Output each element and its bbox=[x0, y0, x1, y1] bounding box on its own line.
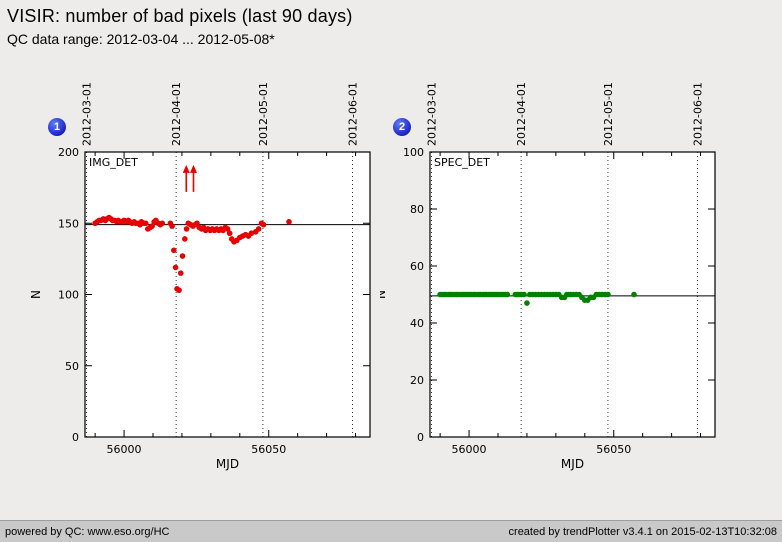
svg-text:2012-03-01: 2012-03-01 bbox=[425, 82, 438, 146]
svg-text:SPEC_DET: SPEC_DET bbox=[434, 156, 490, 169]
svg-text:60: 60 bbox=[410, 260, 424, 273]
svg-text:100: 100 bbox=[403, 146, 424, 159]
svg-text:2012-06-01: 2012-06-01 bbox=[692, 82, 705, 146]
footer-created-by: created by trendPlotter v3.4.1 on 2015-0… bbox=[508, 525, 777, 538]
svg-text:80: 80 bbox=[410, 203, 424, 216]
report-header: VISIR: number of bad pixels (last 90 day… bbox=[7, 6, 353, 47]
svg-text:N: N bbox=[29, 290, 43, 299]
qc-data-range: QC data range: 2012-03-04 ... 2012-05-08… bbox=[7, 31, 275, 47]
svg-text:IMG_DET: IMG_DET bbox=[89, 156, 138, 169]
svg-text:2012-04-01: 2012-04-01 bbox=[515, 82, 528, 146]
svg-text:2012-05-01: 2012-05-01 bbox=[602, 82, 615, 146]
svg-text:150: 150 bbox=[58, 217, 79, 230]
svg-text:2012-06-01: 2012-06-01 bbox=[347, 82, 360, 146]
svg-text:200: 200 bbox=[58, 146, 79, 159]
img-det-scatter-chart: 2012-03-01 2012-04-01 2012-05-01 2012-06-01… bbox=[29, 82, 371, 471]
plot-index-badge-2: 2 bbox=[393, 118, 411, 136]
svg-text:56050: 56050 bbox=[596, 443, 631, 456]
svg-text:N: N bbox=[380, 290, 388, 299]
svg-text:20: 20 bbox=[410, 374, 424, 387]
plot-index-badge-1: 1 bbox=[48, 118, 66, 136]
footer-bar: powered by QC: www.eso.org/HC created by… bbox=[0, 520, 782, 542]
svg-text:40: 40 bbox=[410, 317, 424, 330]
svg-text:2012-03-01: 2012-03-01 bbox=[80, 82, 93, 146]
svg-text:2012-04-01: 2012-04-01 bbox=[170, 82, 183, 146]
svg-text:0: 0 bbox=[417, 431, 424, 444]
svg-text:56000: 56000 bbox=[452, 443, 487, 456]
page-title: VISIR: number of bad pixels (last 90 day… bbox=[7, 6, 353, 26]
svg-text:2012-05-01: 2012-05-01 bbox=[257, 82, 270, 146]
footer-powered-by-link[interactable]: powered by QC: www.eso.org/HC bbox=[5, 525, 170, 538]
svg-text:56050: 56050 bbox=[251, 443, 286, 456]
svg-text:0: 0 bbox=[72, 431, 79, 444]
spec-det-scatter-chart: 2012-03-01 2012-04-01 2012-05-01 2012-06-01… bbox=[380, 82, 716, 471]
svg-text:50: 50 bbox=[65, 360, 79, 373]
svg-text:MJD: MJD bbox=[216, 457, 239, 471]
svg-text:56000: 56000 bbox=[107, 443, 142, 456]
svg-text:MJD: MJD bbox=[561, 457, 584, 471]
svg-text:100: 100 bbox=[58, 289, 79, 302]
